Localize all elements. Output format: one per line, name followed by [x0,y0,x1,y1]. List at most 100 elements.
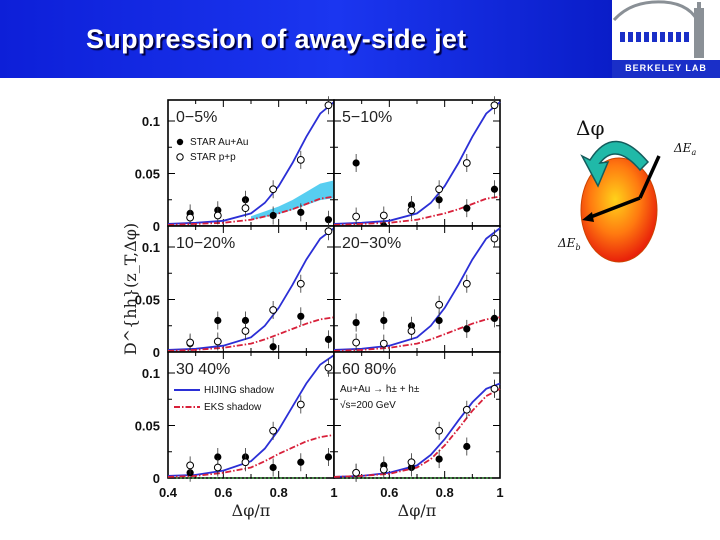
y-tick-label: 0.05 [135,293,160,308]
panel-title: 30 40% [176,361,230,378]
pp-point [296,155,305,164]
y-tick-label: 0 [153,471,160,486]
panel-2: 5−10% [333,96,501,235]
auau-point [435,196,443,204]
eks-curve [333,388,501,478]
legend-hijing: HIJING shadow [204,385,275,396]
pp-point [186,213,195,222]
pp-point [407,206,416,215]
auau-point [463,204,471,212]
legend-pp-marker [176,153,184,161]
legend-eks: EKS shadow [204,402,262,413]
y-tick-label: 0.1 [142,114,160,129]
auau-point [269,343,277,351]
auau-point [324,453,333,461]
auau-point [463,442,471,451]
panel-3: 10−20% [167,222,335,356]
y-tick-label: 0.1 [142,366,160,381]
eb-subscript: b [575,243,580,252]
jet-arrowhead [582,212,594,222]
pp-point [241,458,250,467]
legend-pp: STAR p+p [190,152,236,163]
eks-curve [333,316,501,352]
x-tick-label: 0.4 [159,485,178,500]
x-tick-label: 0.6 [214,485,232,500]
pp-point [379,339,388,348]
pp-point [324,101,333,110]
y-tick-label: 0.05 [135,167,160,182]
y-tick-label: 0.1 [142,240,160,255]
y-tick-label: 0 [153,219,160,234]
auau-point [435,455,443,463]
y-tick-label: 0.05 [135,419,160,434]
pp-point [407,327,416,335]
pp-point [324,227,333,236]
dphi-label: Δφ [576,116,604,140]
panel-title: 20−30% [342,235,401,252]
pp-point [407,458,416,467]
pp-point [462,279,471,288]
ea-label: ΔE [673,141,692,155]
pp-point [213,337,222,346]
x-axis-label: Δφ/π [232,501,271,520]
auau-point [214,316,222,325]
pp-point [352,338,361,347]
auau-point [324,335,333,343]
x-tick-label: 1 [330,485,337,500]
hijing-curve [333,382,501,478]
hijing-curve [167,227,335,351]
eb-label: ΔE [557,236,576,250]
auau-point [297,312,305,320]
panel-title: 0−5% [176,109,217,126]
panel-5: 30 40% HIJING shadow EKS shadow [167,351,335,482]
auau-point [490,314,499,322]
logo-text: BERKELEY LAB [625,63,707,73]
legend-energy: √s=200 GeV [340,399,396,411]
uncertainty-band [251,180,334,221]
pp-point [462,159,471,167]
panel-frame [167,351,335,479]
auau-point [297,208,305,216]
pp-point [269,306,278,314]
eks-curve [333,195,501,226]
panel-frame [333,351,501,479]
y-tick-label: 0 [153,345,160,360]
pp-point [296,279,305,288]
auau-point [380,316,388,325]
pp-point [490,384,499,393]
x-tick-label: 1 [496,485,503,500]
hijing-curve [167,101,335,225]
panel-title: 10−20% [176,235,235,252]
x-tick-label: 0.8 [436,485,454,500]
auau-point [490,185,499,193]
pp-point [213,463,222,472]
panel-frame [167,225,335,353]
angle-arrow [580,140,650,188]
eks-curve [167,316,335,352]
pp-point [241,204,250,213]
pp-point [379,465,388,474]
auau-point [241,316,250,325]
auau-point [269,463,277,472]
pp-point [269,426,278,435]
panel-title: 60 80% [342,361,396,378]
jet-diagram: Δφ ΔEa ΔEb [557,116,696,263]
dihadron-chart: 0−5% STAR Au+Au STAR p+p 0 0.05 0.1 5−10% 10−20… [121,96,504,520]
pp-point [186,461,195,470]
pp-point [241,327,250,335]
y-axis-label: D^{hh}(z_T,Δφ) [121,223,140,355]
x-axis-label: Δφ/π [398,501,437,520]
panel-6: 60 80% Au+Au → h± + h± √s=200 GeV [333,351,501,482]
auau-point [324,216,333,224]
slide-title: Suppression of away-side jet [86,24,467,54]
auau-point [269,211,277,220]
hijing-curve [333,101,501,225]
eks-curve [167,434,335,478]
auau-point [352,159,360,167]
pp-point [296,400,305,409]
panel-title: 5−10% [342,109,392,126]
panel-frame [333,225,501,353]
pp-point [490,234,499,243]
pp-point [213,211,222,220]
panel-4: 20−30% [333,225,501,353]
